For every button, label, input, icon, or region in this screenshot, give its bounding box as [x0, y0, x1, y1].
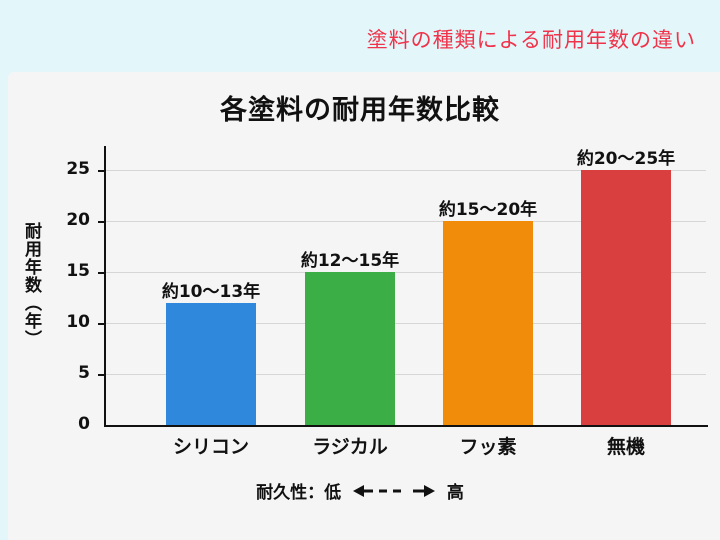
y-tick-15: 15 — [66, 261, 90, 281]
gridline-10 — [106, 323, 706, 324]
bar-fluorine — [443, 221, 533, 426]
page-title: 塗料の種類による耐用年数の違い — [366, 28, 696, 52]
y-tick-10: 10 — [66, 312, 90, 332]
y-tick-0: 0 — [78, 414, 90, 434]
gridline-25 — [106, 170, 706, 171]
tick-mark — [98, 170, 104, 172]
bar-silicone — [166, 303, 256, 426]
bar-inorganic — [581, 170, 671, 426]
gridline-20 — [106, 221, 706, 222]
x-category-fluorine: フッ素 — [459, 436, 517, 458]
tick-mark — [98, 374, 104, 376]
double-arrow-icon — [353, 484, 435, 497]
x-category-inorganic: 無機 — [606, 436, 645, 458]
tick-mark — [98, 221, 104, 223]
tick-mark — [98, 272, 104, 274]
y-axis-line — [104, 146, 106, 427]
bar-label-silicone: 約10〜13年 — [161, 282, 261, 302]
chart-title: 各塗料の耐用年数比較 — [220, 95, 500, 126]
tick-mark — [98, 323, 104, 325]
y-tick-5: 5 — [78, 363, 90, 383]
bar-label-fluorine: 約15〜20年 — [438, 200, 538, 220]
x-category-silicone: シリコン — [172, 436, 249, 458]
x-category-radical: ラジカル — [312, 436, 388, 458]
bar-radical — [305, 272, 395, 426]
durability-low-label: 耐久性：低 — [256, 483, 342, 503]
y-tick-25: 25 — [66, 159, 90, 179]
gridline-15 — [106, 272, 706, 273]
gridline-5 — [106, 374, 706, 375]
bar-label-inorganic: 約20〜25年 — [576, 149, 676, 169]
bar-label-radical: 約12〜15年 — [300, 251, 400, 271]
durability-high-label: 高 — [446, 483, 464, 503]
x-axis-line — [104, 425, 708, 427]
y-tick-20: 20 — [66, 210, 90, 230]
durability-caption: 耐久性：低 高 — [0, 478, 720, 503]
y-axis-label: 耐用年数（年） — [21, 222, 41, 348]
